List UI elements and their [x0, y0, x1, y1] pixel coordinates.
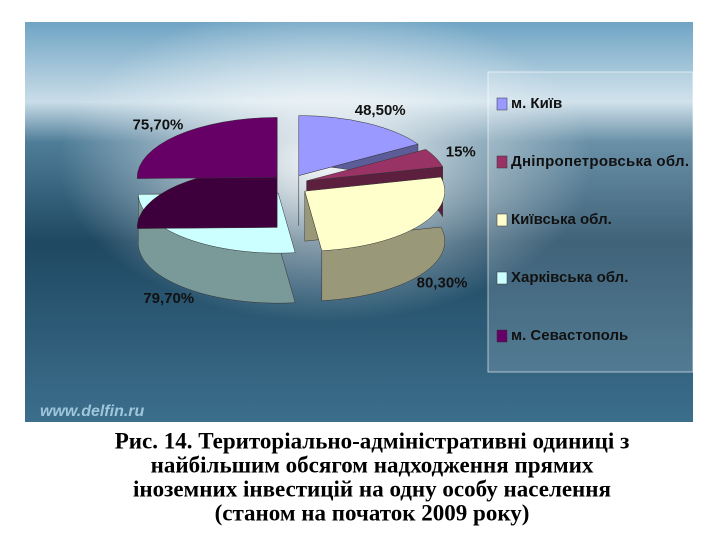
legend-label: Харківська обл.	[511, 269, 628, 286]
data-label: 79,70%	[143, 290, 194, 307]
caption: Рис. 14. Територіально-адміністративні о…	[115, 428, 630, 525]
slice-side	[304, 191, 445, 301]
caption-line: Рис. 14. Територіально-адміністративні о…	[115, 428, 630, 453]
legend-label: Дніпропетровська обл.	[511, 153, 689, 170]
legend-label: м. Севастополь	[511, 327, 628, 344]
data-label: 15%	[446, 143, 476, 160]
pie: 48,50% 15% 80,30% 79,70% 75,70%	[133, 102, 476, 307]
legend-swatch	[496, 329, 508, 343]
slice	[306, 149, 444, 182]
caption-line: найбільшим обсягом надходження прямих	[151, 452, 594, 477]
data-label: 75,70%	[133, 116, 184, 133]
caption-line: іноземних інвестицій на одну особу насел…	[133, 476, 611, 501]
watermark: www.delfin.ru	[40, 403, 145, 420]
legend-swatch	[496, 271, 508, 285]
legend-swatch	[496, 97, 508, 111]
slice	[304, 176, 445, 251]
legend-swatch	[496, 155, 508, 169]
legend-label: Київська обл.	[511, 211, 612, 228]
slice	[298, 115, 419, 176]
caption-line: (станом на початок 2009 року)	[215, 500, 530, 525]
slice	[136, 117, 278, 179]
legend-label: м. Київ	[511, 95, 562, 112]
data-label: 80,30%	[417, 274, 468, 291]
data-label: 48,50%	[355, 102, 406, 119]
legend-swatch	[496, 213, 508, 227]
legend: м. Київ Дніпропетровська обл. Київська обл…	[496, 95, 689, 344]
legend-box	[487, 71, 694, 373]
